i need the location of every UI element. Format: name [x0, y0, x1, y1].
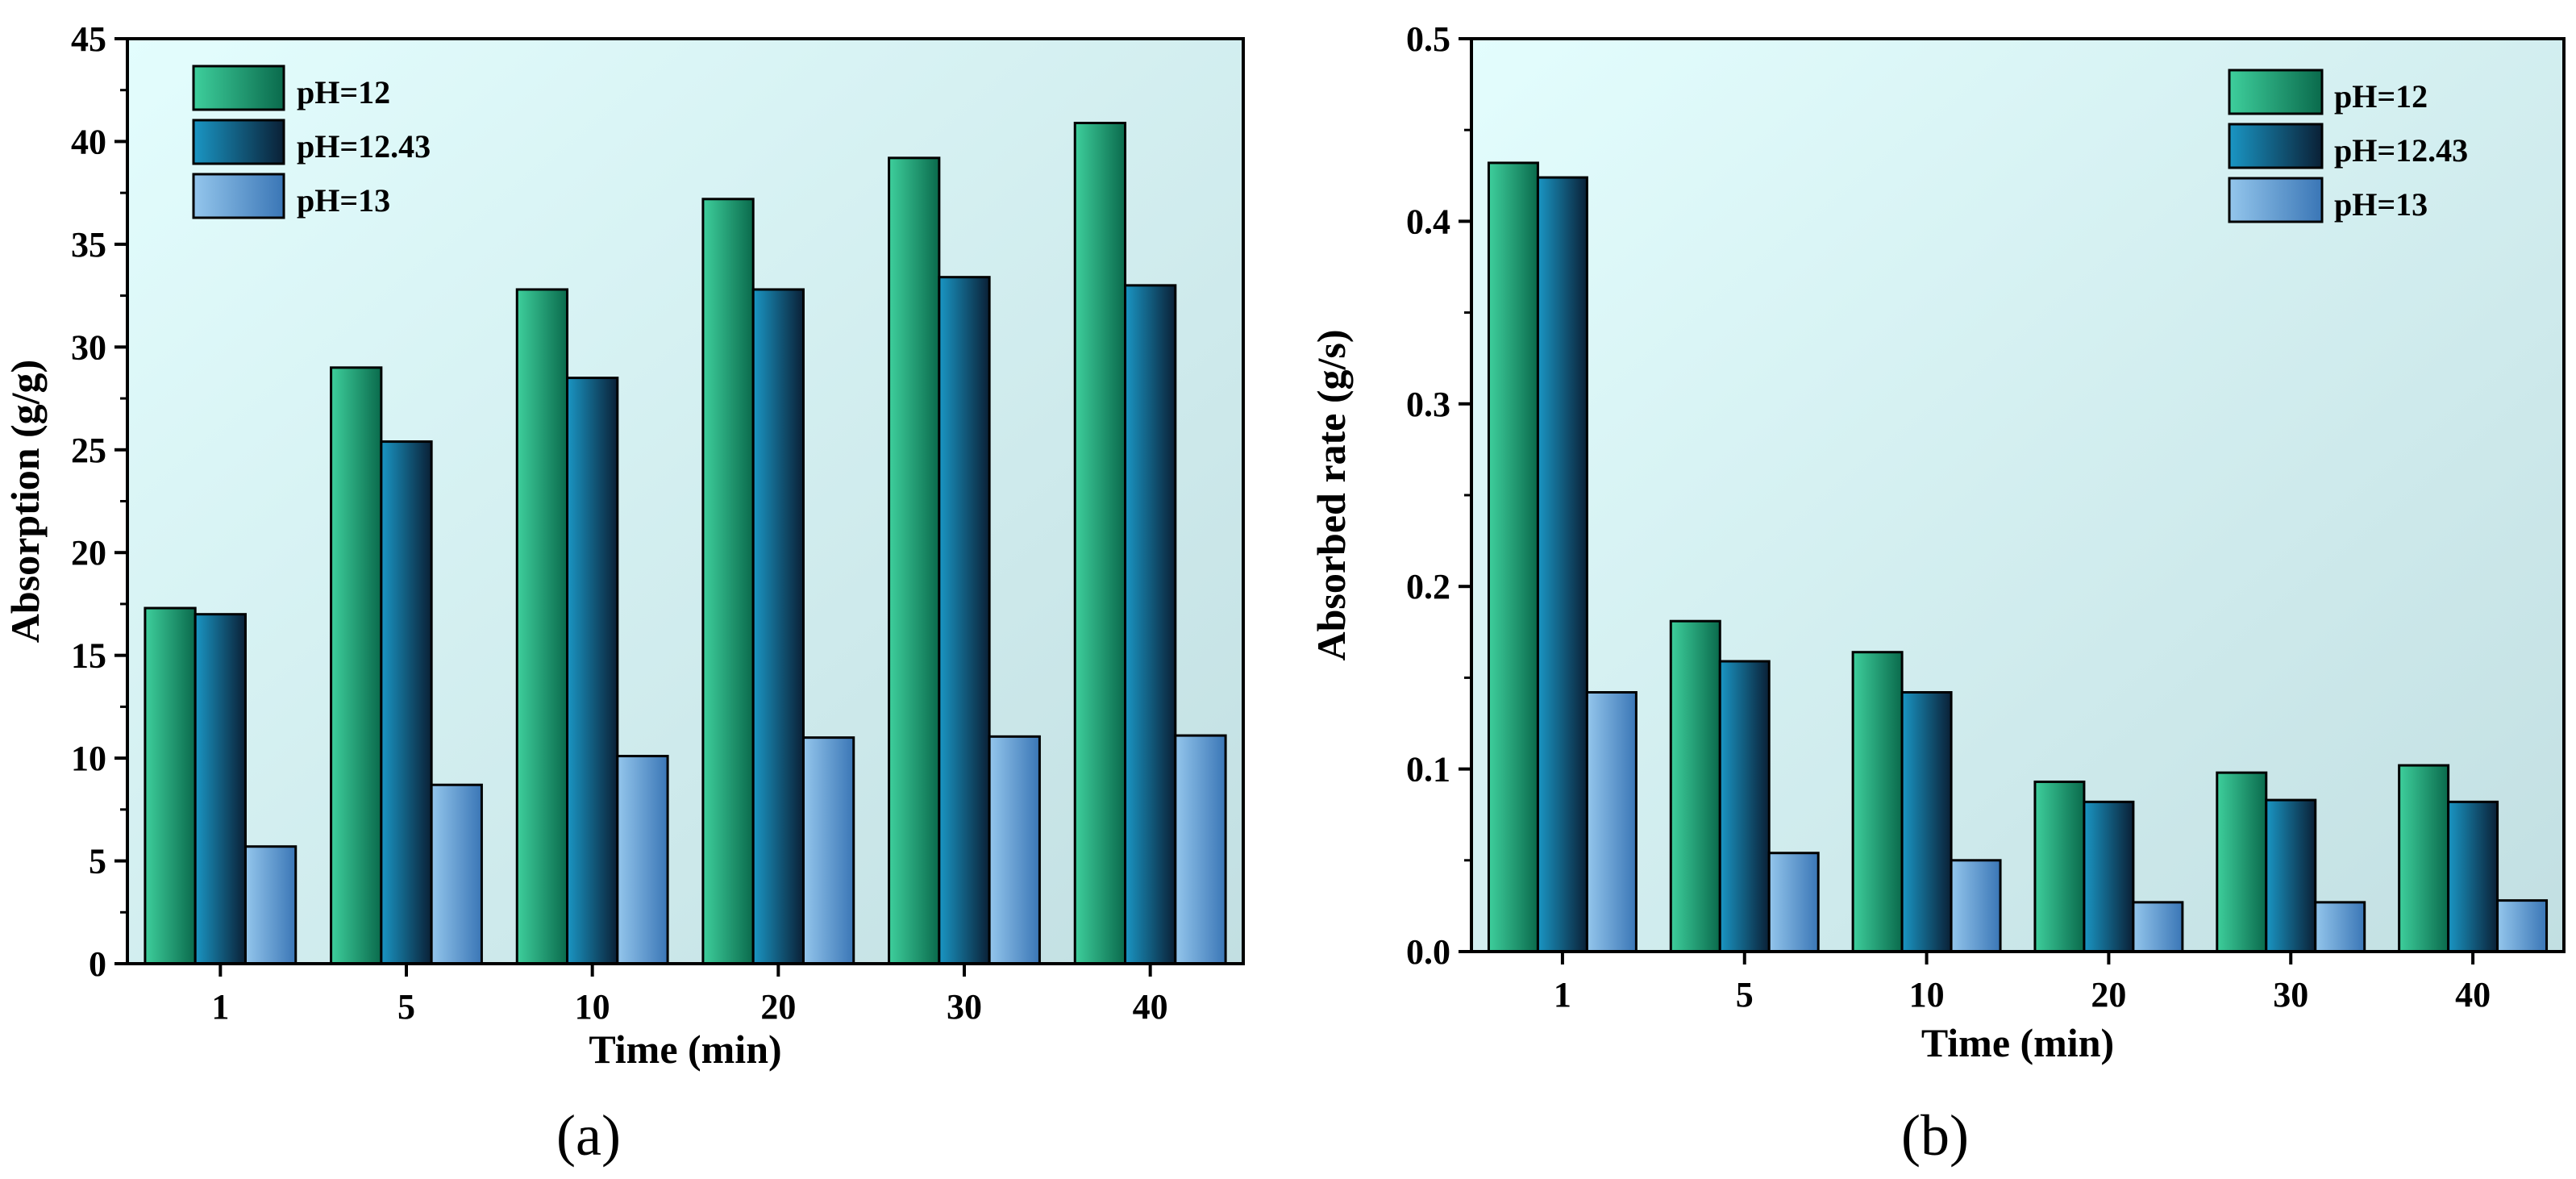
bar-pH-12-1 — [144, 606, 197, 965]
bar-pH-13-5 — [430, 783, 483, 965]
bar-pH-12-43-1 — [1536, 176, 1588, 953]
legend-label: pH=12 — [2334, 78, 2428, 115]
y-tick-label: 45 — [71, 19, 106, 59]
bar-pH-12-43-20 — [751, 288, 805, 965]
plot-area — [1471, 39, 2564, 952]
bar-pH-12-10 — [515, 288, 569, 965]
bar-pH-12-1 — [1487, 161, 1539, 953]
x-tick-label: 10 — [575, 987, 610, 1027]
bar-pH-12-20 — [701, 198, 755, 965]
legend-swatch — [2228, 177, 2324, 223]
bar-pH-13-10 — [1950, 859, 2002, 953]
x-axis-title: Time (min) — [1921, 1020, 2114, 1065]
bar-pH-13-20 — [801, 736, 855, 965]
bar-pH-13-1 — [243, 845, 298, 965]
bar-pH-13-5 — [1767, 852, 1820, 953]
panel-caption: (a) — [556, 1103, 621, 1168]
y-tick-label: 10 — [71, 739, 106, 778]
x-tick-label: 5 — [397, 987, 415, 1027]
legend-label: pH=12.43 — [2334, 132, 2468, 169]
y-tick-label: 35 — [71, 225, 106, 265]
bar-pH-13-10 — [616, 755, 669, 965]
x-tick-label: 5 — [1736, 975, 1754, 1014]
bar-pH-12-43-10 — [566, 377, 619, 965]
x-tick-label: 30 — [2273, 975, 2308, 1014]
bar-pH-12-20 — [2033, 780, 2086, 953]
legend-swatch — [2228, 123, 2324, 169]
bar-pH-12-43-40 — [2447, 800, 2499, 953]
bar-pH-13-40 — [2496, 899, 2549, 953]
bar-pH-12-30 — [2216, 771, 2268, 953]
panel-caption: (b) — [1901, 1103, 1969, 1168]
legend-label: pH=12.43 — [297, 128, 431, 165]
y-tick-label: 0.1 — [1406, 750, 1450, 789]
x-tick-label: 1 — [211, 987, 229, 1027]
bar-pH-12-10 — [1851, 651, 1904, 953]
x-tick-label: 10 — [1909, 975, 1945, 1014]
bar-pH-13-40 — [1174, 734, 1227, 965]
legend-swatch — [192, 119, 285, 165]
x-tick-label: 40 — [1133, 987, 1168, 1027]
bar-pH-12-43-30 — [2265, 798, 2317, 953]
y-tick-label: 30 — [71, 327, 106, 367]
bar-pH-12-43-1 — [194, 613, 247, 965]
bar-pH-12-5 — [1669, 619, 1721, 953]
y-tick-label: 0.2 — [1406, 567, 1450, 606]
bar-pH-13-20 — [2132, 901, 2184, 953]
x-tick-label: 1 — [1554, 975, 1571, 1014]
bar-pH-12-43-30 — [938, 276, 991, 965]
bar-pH-12-43-5 — [380, 440, 433, 965]
x-tick-label: 20 — [2091, 975, 2126, 1014]
x-axis-title: Time (min) — [589, 1027, 781, 1072]
x-tick-label: 40 — [2455, 975, 2491, 1014]
legend: pH=12 pH=12.43 pH=13 — [192, 65, 431, 219]
bar-pH-12-43-5 — [1718, 660, 1771, 953]
bar-pH-13-30 — [988, 735, 1041, 965]
legend-label: pH=13 — [2334, 186, 2428, 223]
y-tick-label: 0.5 — [1406, 19, 1450, 59]
legend-swatch — [192, 65, 285, 111]
bar-pH-12-43-40 — [1124, 284, 1177, 965]
y-axis-title: Absorption (g/g) — [2, 360, 48, 643]
legend: pH=12 pH=12.43 pH=13 — [2228, 69, 2468, 223]
y-tick-label: 40 — [71, 122, 106, 161]
bar-pH-12-40 — [1073, 122, 1127, 965]
bar-pH-13-1 — [1585, 691, 1638, 953]
bar-pH-13-30 — [2314, 901, 2366, 953]
y-tick-label: 5 — [89, 842, 106, 881]
bar-pH-12-43-10 — [1900, 691, 1953, 953]
x-tick-label: 20 — [760, 987, 796, 1027]
bar-pH-12-43-20 — [2083, 800, 2135, 953]
y-tick-label: 15 — [71, 636, 106, 676]
plot-area — [127, 39, 1243, 964]
legend-swatch — [192, 173, 285, 219]
legend-label: pH=13 — [297, 182, 390, 219]
y-tick-label: 25 — [71, 431, 106, 470]
y-tick-label: 0 — [89, 944, 106, 984]
x-tick-label: 30 — [947, 987, 982, 1027]
y-tick-label: 0.4 — [1406, 202, 1450, 241]
panel-b: 0.0 0.1 0.2 0.3 0.4 0.5 1 5 10 20 30 40 Time (min) Ab… — [1309, 19, 2566, 1168]
legend-swatch — [2228, 69, 2324, 115]
y-tick-label: 0.3 — [1406, 385, 1450, 424]
bar-pH-12-40 — [2398, 764, 2450, 953]
legend-label: pH=12 — [297, 74, 390, 110]
bar-pH-12-30 — [888, 156, 941, 965]
y-tick-label: 0.0 — [1406, 932, 1450, 972]
y-tick-label: 20 — [71, 533, 106, 573]
bar-pH-12-5 — [330, 366, 383, 965]
y-axis-title: Absorbed rate (g/s) — [1309, 329, 1354, 660]
